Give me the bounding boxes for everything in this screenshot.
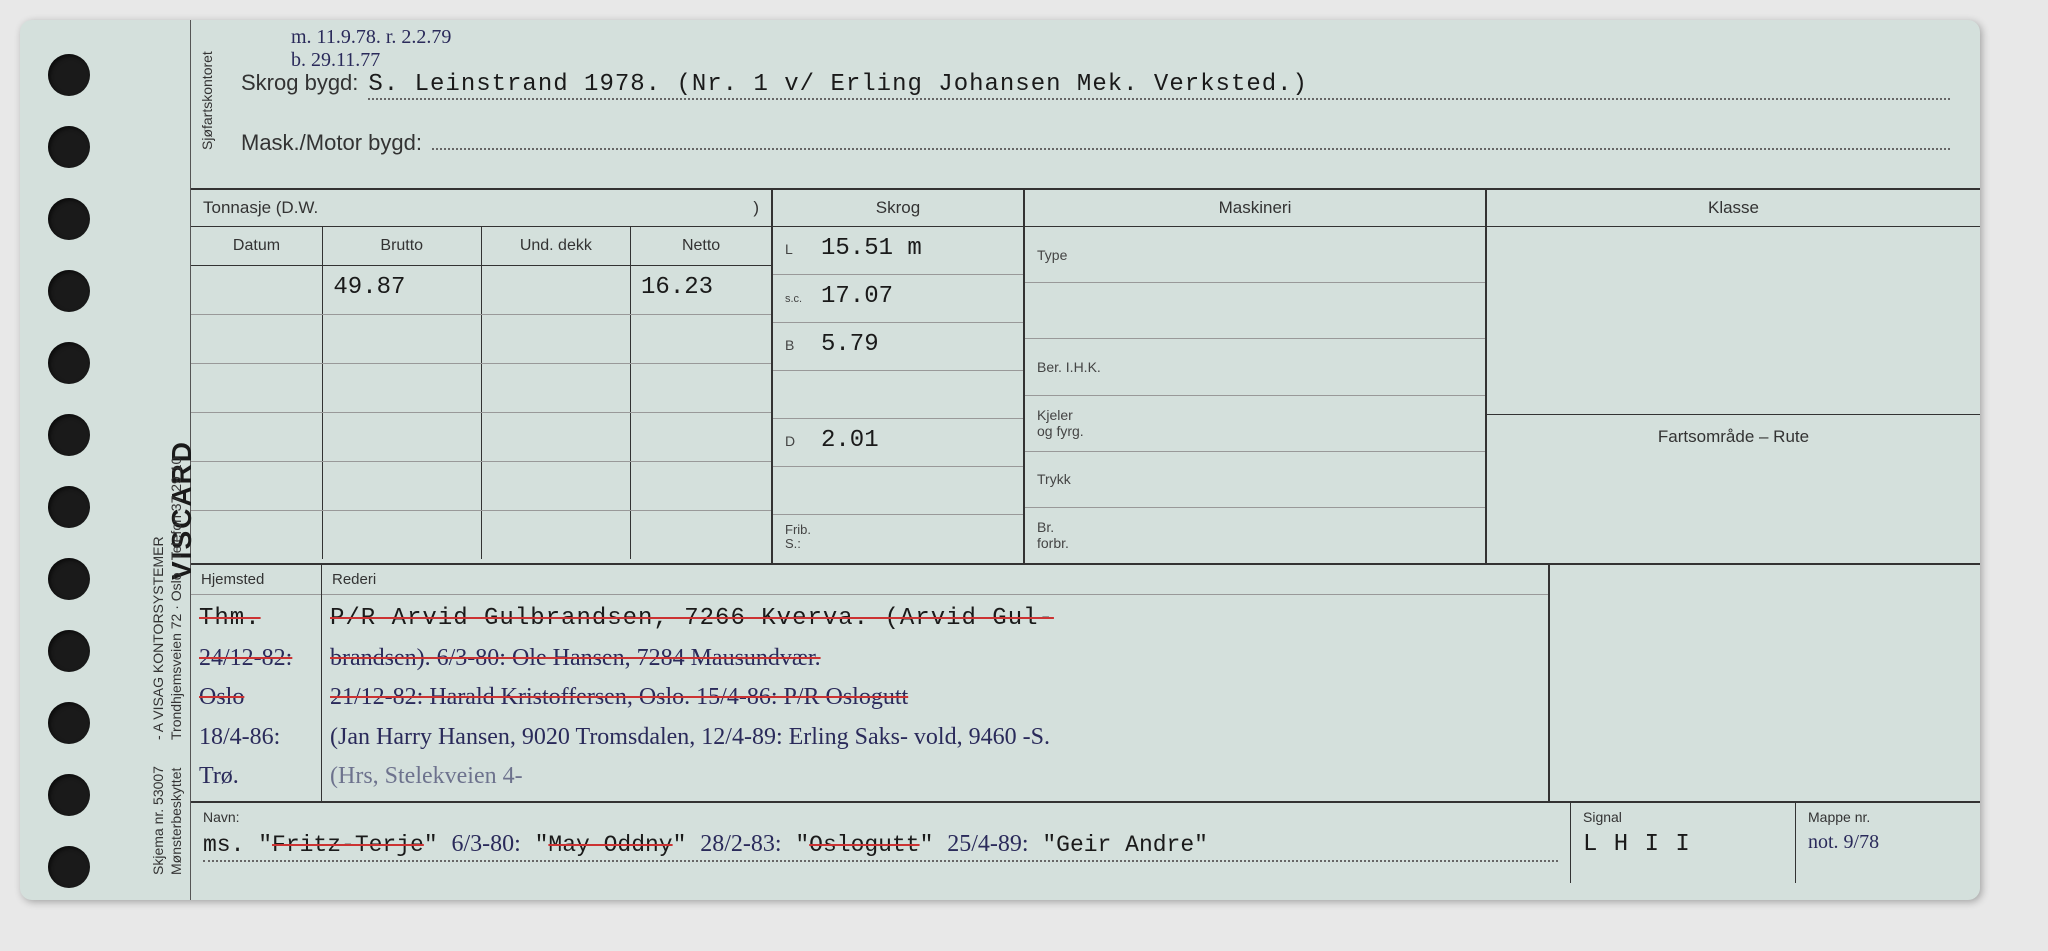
datum-header: Datum <box>191 227 323 265</box>
hjemsted-column: Hjemsted Thm. 24/12-82: Oslo 18/4-86: Tr… <box>191 565 322 801</box>
visag-line: - A VISAG KONTORSYSTEMER <box>150 536 166 740</box>
skrog-dimensions-block: Skrog L15.51 m s.c.17.07 B5.79 D2.01 Fri… <box>771 190 1023 563</box>
frib-label: Frib. S.: <box>785 523 821 552</box>
navn-label: Navn: <box>203 809 1558 825</box>
signal-label: Signal <box>1583 809 1783 825</box>
vertical-margin: VISCARD Skjema nr. 53007 Mønsterbeskytte… <box>120 20 191 900</box>
machinery-block: Maskineri Type Ber. I.H.K. Kjeler og fyr… <box>1023 190 1485 563</box>
brutto-value: 49.87 <box>323 266 481 314</box>
sjofart-label: Sjøfartskontoret <box>199 51 215 150</box>
sc-value: 17.07 <box>821 283 893 310</box>
signal-value: L H I I <box>1583 831 1783 858</box>
fartsomrade-label: Fartsområde – Rute <box>1487 415 1980 563</box>
klasse-header: Klasse <box>1487 190 1980 227</box>
beam-value: 5.79 <box>821 331 879 358</box>
punch-holes <box>20 20 120 900</box>
br-forbr-label: Br. forbr. <box>1037 519 1069 551</box>
address-line: Trondhjemsveien 72 · Oslo · Telefon 37 2… <box>168 457 184 740</box>
length-value: 15.51 m <box>821 235 922 262</box>
tonnage-close: ) <box>753 198 759 218</box>
skjema-number: Skjema nr. 53007 <box>150 766 166 875</box>
index-card: VISCARD Skjema nr. 53007 Mønsterbeskytte… <box>20 20 1980 900</box>
rederi-column: Rederi P/R Arvid Gulbrandsen, 7266 Kverv… <box>322 565 1550 801</box>
depth-value: 2.01 <box>821 427 879 454</box>
netto-header: Netto <box>631 227 771 265</box>
owner-right-empty <box>1550 565 1980 801</box>
rederi-entries: P/R Arvid Gulbrandsen, 7266 Kverva. (Arv… <box>322 595 1548 801</box>
navn-value: ms. "Fritz-Terje" 6/3-80: "May Oddny" 28… <box>203 831 1558 862</box>
signal-column: Signal L H I I <box>1571 803 1796 883</box>
hjemsted-entries: Thm. 24/12-82: Oslo 18/4-86: Trø. <box>191 595 321 801</box>
skrog-bygd-label: Skrog bygd: <box>241 70 358 96</box>
tonnage-label: Tonnasje (D.W. <box>203 198 318 218</box>
main-data-grid: Tonnasje (D.W. ) Datum Brutto Und. dekk … <box>191 190 1980 565</box>
kjeler-label: Kjeler og fyrg. <box>1037 407 1084 439</box>
card-content: Sjøfartskontoret m. 11.9.78. r. 2.2.79 b… <box>191 20 1980 900</box>
rederi-label: Rederi <box>322 565 1548 595</box>
hjemsted-label: Hjemsted <box>191 565 321 595</box>
und-dekk-header: Und. dekk <box>482 227 632 265</box>
ber-ihk-label: Ber. I.H.K. <box>1025 339 1485 395</box>
mappe-column: Mappe nr. not. 9/78 <box>1796 803 1980 883</box>
bottom-row: Navn: ms. "Fritz-Terje" 6/3-80: "May Odd… <box>191 803 1980 883</box>
navn-column: Navn: ms. "Fritz-Terje" 6/3-80: "May Odd… <box>191 803 1571 883</box>
owner-section: Hjemsted Thm. 24/12-82: Oslo 18/4-86: Tr… <box>191 565 1980 803</box>
type-label: Type <box>1025 227 1485 283</box>
mappe-value: not. 9/78 <box>1808 831 1968 854</box>
skrog-header: Skrog <box>773 190 1023 227</box>
klasse-block: Klasse Fartsområde – Rute <box>1485 190 1980 563</box>
monster-text: Mønsterbeskyttet <box>168 768 184 875</box>
handwritten-dates-top: m. 11.9.78. r. 2.2.79 b. 29.11.77 <box>291 26 451 72</box>
mappe-label: Mappe nr. <box>1808 809 1968 825</box>
tonnage-block: Tonnasje (D.W. ) Datum Brutto Und. dekk … <box>191 190 771 563</box>
motor-bygd-label: Mask./Motor bygd: <box>241 130 422 156</box>
skrog-bygd-value: S. Leinstrand 1978. (Nr. 1 v/ Erling Joh… <box>368 71 1308 98</box>
netto-value: 16.23 <box>631 266 771 314</box>
brutto-header: Brutto <box>323 227 482 265</box>
header-section: Skrog bygd: S. Leinstrand 1978. (Nr. 1 v… <box>191 20 1980 190</box>
trykk-label: Trykk <box>1025 452 1485 508</box>
maskineri-header: Maskineri <box>1025 190 1485 227</box>
